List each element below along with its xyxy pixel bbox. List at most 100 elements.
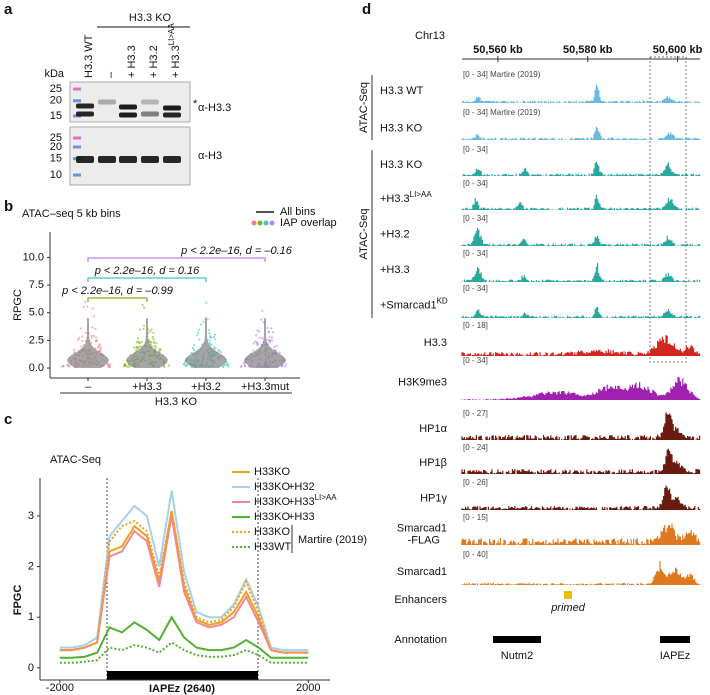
point: [66, 363, 69, 366]
comparison-label: p < 2.2e–16, d = –0.16: [180, 245, 293, 257]
point: [202, 320, 205, 323]
legend-label: H33KO: [254, 496, 291, 508]
blot-band: [141, 111, 159, 117]
feature-bar: [107, 671, 258, 680]
point: [136, 337, 140, 340]
point: [210, 343, 213, 347]
ladder-label: 15: [50, 153, 62, 165]
lane-label: + H3.3: [126, 45, 138, 78]
series-line: [59, 615, 309, 659]
lane-label-main: –: [105, 71, 117, 78]
track-label: +H3.2: [380, 228, 410, 240]
point: [227, 365, 230, 368]
point: [155, 342, 158, 345]
point: [208, 332, 211, 335]
gene-label: IAPEz: [660, 650, 691, 662]
point: [258, 336, 262, 340]
point: [79, 327, 82, 330]
violin: [126, 318, 168, 369]
point: [268, 339, 272, 342]
point: [266, 326, 269, 330]
point: [205, 301, 208, 304]
blot-band: [119, 156, 137, 163]
point: [223, 363, 226, 366]
point: [94, 327, 97, 330]
y-tick-label: 5.0: [29, 307, 44, 319]
track-label-main: +H3.3: [380, 264, 410, 276]
point: [97, 346, 100, 349]
ladder-band: [73, 136, 81, 140]
point: [206, 318, 209, 321]
point: [92, 315, 95, 318]
track-range: [0 - 15]: [463, 513, 488, 522]
point: [261, 309, 264, 312]
point: [138, 341, 141, 344]
track-label: HP1γ: [420, 492, 447, 504]
point: [278, 351, 281, 354]
bracket: [87, 257, 266, 262]
track-range: [0 - 34]: [463, 145, 488, 154]
point: [142, 327, 145, 331]
x-tick-label: +H3.3: [132, 381, 162, 393]
ladder-label: 15: [50, 110, 62, 122]
track-label: H3.3 KO: [380, 122, 423, 134]
group-label: H3.3 KO: [129, 12, 172, 24]
lane-label: + H3.2: [148, 45, 160, 78]
blot-band: [76, 111, 94, 117]
point: [140, 340, 143, 343]
track-range: [0 - 34]: [463, 249, 488, 258]
track-range: [0 - 34] Martire (2019): [463, 70, 541, 79]
blot-band: [163, 105, 181, 111]
lane-label-main: + H3.3: [126, 45, 138, 78]
point: [200, 323, 203, 326]
legend-dot: [251, 220, 257, 226]
point: [158, 350, 161, 353]
point: [243, 362, 246, 365]
point: [135, 346, 138, 349]
unit-label: kDa: [44, 68, 64, 80]
track-label: H3.3: [424, 337, 447, 349]
track-label-main: H3.3 KO: [380, 159, 423, 171]
group-label: ATAC-Seq: [358, 82, 370, 133]
blot-band: [141, 156, 159, 163]
point: [91, 326, 94, 329]
track-range: [0 - 27]: [463, 409, 488, 418]
chart-title: ATAC-Seq: [50, 454, 101, 466]
point: [185, 364, 188, 367]
point: [90, 334, 93, 337]
point: [252, 349, 255, 352]
violin: [244, 318, 286, 369]
comparison-label: p < 2.2e–16, d = 0.16: [94, 265, 200, 277]
blot-band: [163, 112, 181, 118]
point: [195, 334, 199, 337]
point: [213, 333, 217, 336]
lane-label: –: [105, 71, 117, 78]
track-label-sup: LI>AA: [410, 190, 433, 199]
point: [97, 344, 100, 348]
point: [137, 347, 140, 350]
point: [150, 328, 153, 331]
point: [270, 339, 273, 342]
ladder-band: [73, 99, 81, 103]
blot-band: [141, 99, 159, 105]
point: [193, 344, 196, 347]
point: [99, 345, 102, 349]
y-tick-label: 7.5: [29, 279, 44, 291]
point: [221, 365, 224, 368]
row-label: Enhancers: [394, 594, 447, 606]
point: [253, 340, 257, 343]
x-axis-title: IAPEz (2640): [149, 683, 215, 695]
panel-label: a: [4, 1, 13, 18]
axis-title: RPGC: [12, 289, 24, 321]
track-label-main: H3.3 WT: [380, 85, 424, 97]
track-range: [0 - 34]: [463, 356, 488, 365]
point: [255, 334, 258, 337]
point: [138, 328, 142, 331]
x-tick-label: +H3.2: [191, 381, 221, 393]
panel-label: b: [4, 198, 13, 215]
violin: [67, 318, 109, 369]
point: [198, 328, 201, 331]
point: [285, 362, 288, 366]
point: [192, 349, 196, 352]
point: [260, 318, 263, 321]
